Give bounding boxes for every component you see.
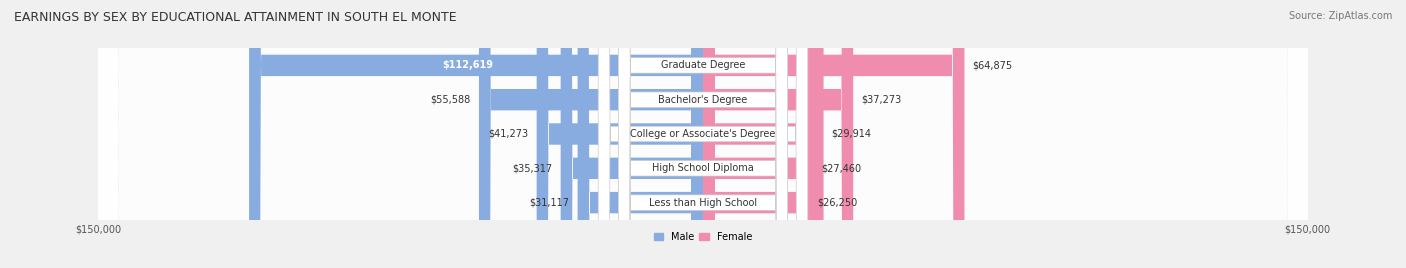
FancyBboxPatch shape [703, 0, 808, 268]
FancyBboxPatch shape [703, 0, 824, 268]
Text: Less than High School: Less than High School [650, 198, 756, 208]
FancyBboxPatch shape [98, 0, 1308, 268]
Text: Source: ZipAtlas.com: Source: ZipAtlas.com [1288, 11, 1392, 21]
FancyBboxPatch shape [537, 0, 703, 268]
Text: $55,588: $55,588 [430, 95, 471, 105]
FancyBboxPatch shape [703, 0, 965, 268]
Text: $27,460: $27,460 [821, 163, 862, 173]
FancyBboxPatch shape [619, 0, 787, 268]
Text: Graduate Degree: Graduate Degree [661, 60, 745, 70]
FancyBboxPatch shape [479, 0, 703, 268]
FancyBboxPatch shape [619, 0, 787, 268]
Text: EARNINGS BY SEX BY EDUCATIONAL ATTAINMENT IN SOUTH EL MONTE: EARNINGS BY SEX BY EDUCATIONAL ATTAINMEN… [14, 11, 457, 24]
FancyBboxPatch shape [619, 0, 787, 268]
FancyBboxPatch shape [578, 0, 703, 268]
FancyBboxPatch shape [249, 0, 703, 268]
FancyBboxPatch shape [98, 0, 1308, 268]
Text: High School Diploma: High School Diploma [652, 163, 754, 173]
FancyBboxPatch shape [98, 0, 1308, 268]
Text: Bachelor's Degree: Bachelor's Degree [658, 95, 748, 105]
FancyBboxPatch shape [703, 0, 853, 268]
FancyBboxPatch shape [98, 0, 1308, 268]
Text: $29,914: $29,914 [831, 129, 872, 139]
Text: College or Associate's Degree: College or Associate's Degree [630, 129, 776, 139]
FancyBboxPatch shape [561, 0, 703, 268]
Text: $112,619: $112,619 [443, 60, 494, 70]
Text: $37,273: $37,273 [862, 95, 901, 105]
FancyBboxPatch shape [598, 0, 808, 268]
FancyBboxPatch shape [619, 0, 787, 268]
Legend: Male, Female: Male, Female [650, 228, 756, 246]
Text: $64,875: $64,875 [973, 60, 1012, 70]
Text: $31,117: $31,117 [530, 198, 569, 208]
FancyBboxPatch shape [98, 0, 1308, 268]
Text: $41,273: $41,273 [488, 129, 529, 139]
Text: $26,250: $26,250 [817, 198, 858, 208]
FancyBboxPatch shape [703, 0, 814, 268]
Text: $35,317: $35,317 [512, 163, 553, 173]
